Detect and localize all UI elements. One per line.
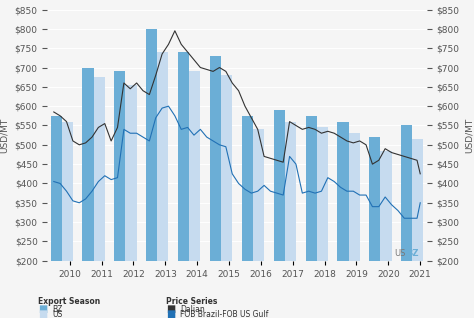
- FOB Brazil-FOB US Gulf: [401, 216, 407, 220]
- Text: BZ: BZ: [52, 305, 63, 314]
- Bar: [114, 71, 126, 261]
- Bar: [82, 67, 93, 261]
- FOB Brazil-FOB US Gulf: [418, 201, 423, 205]
- Bar: [369, 137, 381, 261]
- Bar: [285, 121, 296, 261]
- Dalian: [325, 129, 331, 133]
- Bar: [381, 151, 392, 261]
- Bar: [253, 129, 264, 261]
- Bar: [337, 121, 348, 261]
- Bar: [189, 71, 201, 261]
- Bar: [306, 116, 317, 261]
- Text: ■: ■: [38, 309, 47, 318]
- Dalian: [146, 93, 152, 96]
- Dalian: [418, 172, 423, 176]
- FOB Brazil-FOB US Gulf: [89, 189, 95, 193]
- Line: Dalian: Dalian: [54, 31, 420, 174]
- Bar: [273, 110, 285, 261]
- FOB Brazil-FOB US Gulf: [146, 139, 152, 143]
- Text: ■: ■: [166, 309, 175, 318]
- Y-axis label: USD/MT: USD/MT: [0, 118, 9, 153]
- Text: FOB Brazil-FOB US Gulf: FOB Brazil-FOB US Gulf: [180, 310, 268, 318]
- Dalian: [51, 110, 56, 114]
- FOB Brazil-FOB US Gulf: [325, 176, 331, 180]
- Text: ■: ■: [166, 304, 175, 314]
- Dalian: [64, 120, 69, 123]
- FOB Brazil-FOB US Gulf: [248, 191, 254, 195]
- Bar: [93, 77, 105, 261]
- Bar: [401, 126, 412, 261]
- Bar: [62, 121, 73, 261]
- Bar: [221, 75, 232, 261]
- Text: Price Series: Price Series: [166, 297, 217, 306]
- Text: BZ: BZ: [406, 249, 419, 258]
- FOB Brazil-FOB US Gulf: [64, 189, 69, 193]
- Bar: [242, 116, 253, 261]
- Bar: [157, 52, 168, 261]
- Bar: [178, 52, 189, 261]
- Text: US: US: [395, 249, 406, 258]
- Bar: [126, 85, 137, 261]
- Text: ■: ■: [38, 304, 47, 314]
- FOB Brazil-FOB US Gulf: [51, 180, 56, 183]
- Text: Dalian: Dalian: [180, 305, 205, 314]
- Bar: [51, 116, 62, 261]
- Dalian: [89, 135, 95, 139]
- Bar: [348, 133, 360, 261]
- Bar: [210, 56, 221, 261]
- Dalian: [248, 116, 254, 120]
- Line: FOB Brazil-FOB US Gulf: FOB Brazil-FOB US Gulf: [54, 106, 420, 218]
- Text: US: US: [52, 310, 63, 318]
- FOB Brazil-FOB US Gulf: [108, 178, 114, 182]
- Dalian: [172, 29, 178, 33]
- Dalian: [108, 139, 114, 143]
- Y-axis label: USD/MT: USD/MT: [465, 118, 474, 153]
- Bar: [412, 139, 423, 261]
- Text: Export Season: Export Season: [38, 297, 100, 306]
- Bar: [146, 29, 157, 261]
- Bar: [317, 128, 328, 261]
- FOB Brazil-FOB US Gulf: [165, 104, 171, 108]
